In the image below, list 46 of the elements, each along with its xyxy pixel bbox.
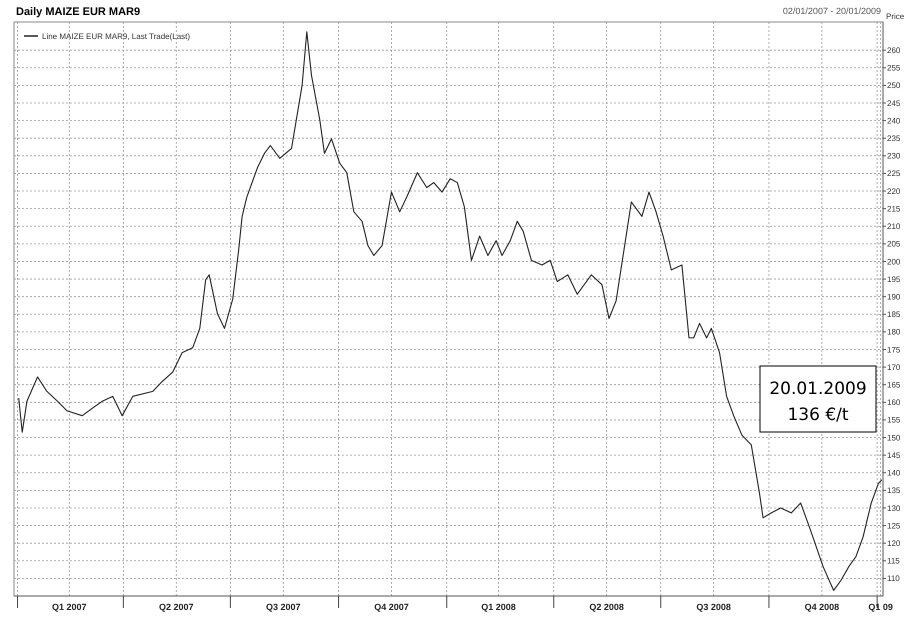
y-tick-label: 260 xyxy=(887,46,901,55)
chart-subtitle: 02/01/2007 - 20/01/2009 xyxy=(782,6,881,16)
y-tick-label: 140 xyxy=(887,468,901,478)
y-tick-label: 135 xyxy=(887,486,901,496)
y-tick-label: 190 xyxy=(887,292,901,302)
y-tick-label: 120 xyxy=(887,538,901,548)
y-tick-label: 155 xyxy=(887,416,901,425)
chart-title: Daily MAIZE EUR MAR9 xyxy=(16,6,140,18)
x-tick-label: Q1 2008 xyxy=(481,602,516,612)
y-tick-label: 245 xyxy=(887,98,901,108)
y-tick-label: 220 xyxy=(887,186,901,196)
y-tick-label: 215 xyxy=(887,204,901,214)
y-tick-label: 255 xyxy=(887,64,901,73)
y-tick-label: 230 xyxy=(887,152,901,161)
y-tick-label: 175 xyxy=(887,345,901,354)
y-tick-label: 145 xyxy=(887,450,901,460)
y-tick-label: 200 xyxy=(887,257,901,266)
x-tick-label: Q4 2007 xyxy=(374,602,409,612)
y-tick-label: 180 xyxy=(887,328,901,337)
x-tick-label: Q1 09 xyxy=(868,602,893,612)
y-tick-label: 160 xyxy=(887,398,901,408)
y-tick-label: 235 xyxy=(887,134,901,144)
y-tick-label: 240 xyxy=(887,116,901,126)
y-tick-label: 165 xyxy=(887,380,901,390)
y-tick-label: 125 xyxy=(887,521,901,530)
legend-label: Line MAIZE EUR MAR9, Last Trade(Last) xyxy=(42,32,190,41)
x-tick-label: Q4 2008 xyxy=(804,602,840,612)
y-tick-label: 115 xyxy=(887,556,900,566)
y-tick-label: 130 xyxy=(887,504,901,513)
annotation: 20.01.2009 136 €/t xyxy=(769,379,867,425)
y-tick-label: 170 xyxy=(887,362,901,372)
x-tick-label: Q3 2007 xyxy=(266,602,301,612)
x-tick-label: Q1 2007 xyxy=(52,602,87,612)
y-tick-label: 195 xyxy=(887,274,901,284)
line-series xyxy=(18,31,882,591)
y-tick-label: 210 xyxy=(887,222,901,232)
y-tick-label: 205 xyxy=(887,240,901,249)
y-tick-label: 250 xyxy=(887,81,901,90)
y-tick-label: 110 xyxy=(887,574,900,584)
x-tick-label: Q3 2008 xyxy=(696,602,731,612)
x-tick-label: Q2 2008 xyxy=(589,602,624,612)
x-tick-label: Q2 2007 xyxy=(159,602,194,612)
y-tick-label: 185 xyxy=(887,310,901,320)
y-axis-title: Price xyxy=(886,12,905,21)
y-tick-label: 225 xyxy=(887,169,901,178)
y-tick-label: 150 xyxy=(887,433,901,442)
